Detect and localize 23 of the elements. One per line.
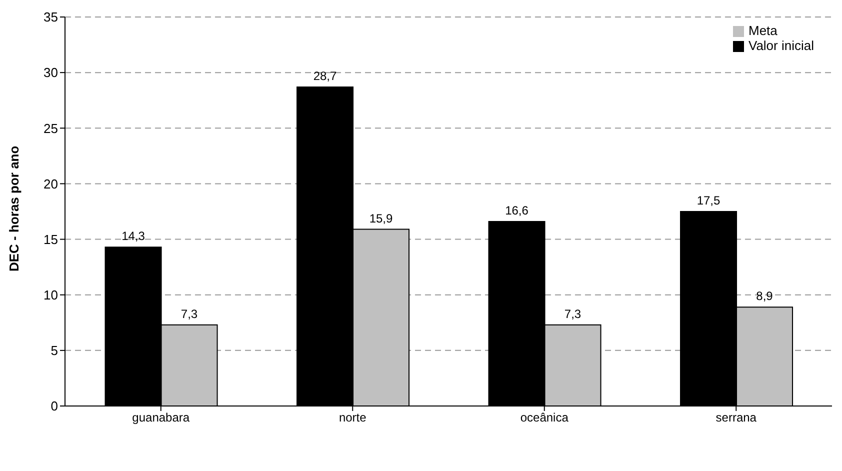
- legend-label: Meta: [748, 23, 778, 38]
- y-tick-label: 20: [44, 176, 58, 192]
- data-label: 7,3: [180, 306, 198, 321]
- y-tick-label: 0: [50, 398, 58, 414]
- data-label: 14,3: [122, 229, 146, 244]
- y-tick-label: 25: [44, 120, 58, 136]
- legend-label: Valor inicial: [748, 38, 814, 53]
- y-axis-title: DEC - horas por ano: [6, 146, 22, 272]
- data-label: 17,5: [696, 194, 721, 208]
- y-tick-label: 15: [44, 232, 58, 247]
- data-label: 28,7: [313, 69, 338, 84]
- y-tick-label: 30: [44, 65, 58, 80]
- y-tick-label: 35: [44, 10, 58, 25]
- x-tick-label: norte: [338, 410, 367, 425]
- data-label: 7,3: [564, 306, 582, 321]
- data-label: 16,6: [505, 204, 529, 218]
- y-tick-label: 5: [50, 343, 58, 358]
- x-tick-label: oceânica: [520, 410, 569, 425]
- x-tick-label: serrana: [716, 410, 757, 425]
- y-tick-label: 10: [44, 287, 58, 302]
- x-tick-label: guanabara: [132, 410, 190, 425]
- data-label: 15,9: [369, 211, 394, 226]
- data-label: 8,9: [756, 289, 774, 304]
